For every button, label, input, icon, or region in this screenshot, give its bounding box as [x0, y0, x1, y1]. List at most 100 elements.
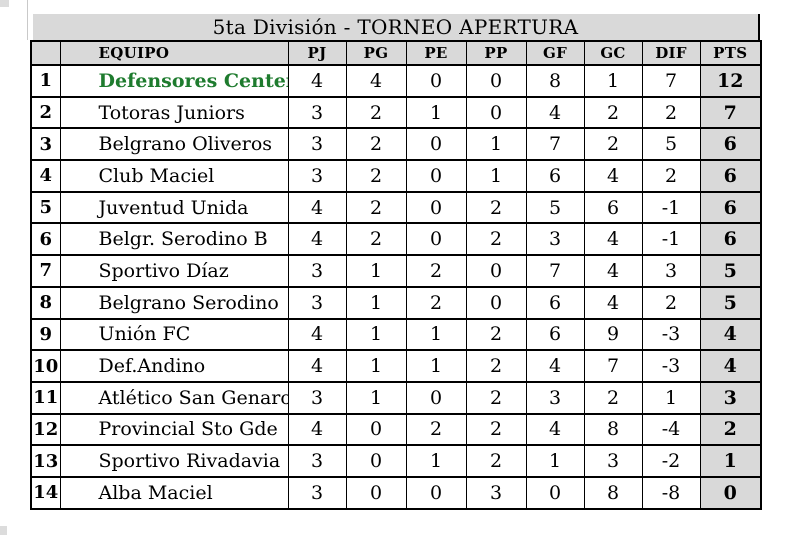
goal-diff-cell: 2 [641, 95, 701, 130]
team-name-cell: Alba Maciel [59, 475, 289, 510]
played-cell: 4 [287, 317, 347, 352]
lost-cell: 1 [465, 159, 527, 193]
points-cell: 7 [699, 95, 762, 130]
goal-diff-cell: -1 [641, 222, 701, 257]
goals-for-cell: 4 [525, 412, 585, 447]
goal-diff-cell: 3 [641, 254, 701, 288]
team-name-cell: Belgrano Serodino [59, 285, 289, 320]
header-gf: GF [525, 40, 585, 66]
points-cell: 6 [699, 127, 762, 162]
goals-against-cell: 3 [583, 444, 643, 478]
header-pg: PG [345, 40, 407, 66]
team-name-cell: Sportivo Rivadavia [59, 444, 289, 478]
team-name-cell: Provincial Sto Gde [59, 412, 289, 447]
header-pe: PE [405, 40, 467, 66]
drawn-cell: 0 [405, 64, 467, 98]
lost-cell: 2 [465, 349, 527, 383]
lost-cell: 2 [465, 190, 527, 225]
won-cell: 0 [345, 412, 407, 447]
rank-cell: 8 [30, 285, 61, 320]
goals-against-cell: 2 [583, 95, 643, 130]
table-row: 11 Atlético San Genaro 3 1 0 2 3 2 1 3 [30, 380, 762, 415]
lost-cell: 2 [465, 444, 527, 478]
goals-against-cell: 9 [583, 317, 643, 352]
won-cell: 1 [345, 380, 407, 415]
drawn-cell: 2 [405, 254, 467, 288]
played-cell: 4 [287, 190, 347, 225]
won-cell: 2 [345, 190, 407, 225]
goals-against-cell: 8 [583, 412, 643, 447]
table-row: 14 Alba Maciel 3 0 0 3 0 8 -8 0 [30, 475, 762, 510]
rank-cell: 13 [30, 444, 61, 478]
rank-cell: 12 [30, 412, 61, 447]
points-cell: 2 [699, 412, 762, 447]
goals-against-cell: 6 [583, 190, 643, 225]
goal-diff-cell: -1 [641, 190, 701, 225]
lost-cell: 2 [465, 412, 527, 447]
rank-cell: 10 [30, 349, 61, 383]
goal-diff-cell: 7 [641, 64, 701, 98]
goals-for-cell: 1 [525, 444, 585, 478]
drawn-cell: 0 [405, 222, 467, 257]
drawn-cell: 1 [405, 349, 467, 383]
won-cell: 1 [345, 285, 407, 320]
won-cell: 0 [345, 475, 407, 510]
lost-cell: 2 [465, 317, 527, 352]
table-row: 5 Juventud Unida 4 2 0 2 5 6 -1 6 [30, 190, 762, 225]
won-cell: 2 [345, 222, 407, 257]
drawn-cell: 0 [405, 475, 467, 510]
drawn-cell: 1 [405, 95, 467, 130]
goal-diff-cell: 2 [641, 285, 701, 320]
points-cell: 6 [699, 190, 762, 225]
played-cell: 4 [287, 349, 347, 383]
played-cell: 3 [287, 380, 347, 415]
won-cell: 4 [345, 64, 407, 98]
rank-cell: 14 [30, 475, 61, 510]
header-pp: PP [465, 40, 527, 66]
goals-against-cell: 8 [583, 475, 643, 510]
goals-against-cell: 4 [583, 285, 643, 320]
screenshot-artifact-top-left [0, 0, 9, 7]
goal-diff-cell: -3 [641, 349, 701, 383]
lost-cell: 0 [465, 285, 527, 320]
points-cell: 4 [699, 317, 762, 352]
points-cell: 6 [699, 159, 762, 193]
team-name-cell: Belgrano Oliveros [59, 127, 289, 162]
goals-against-cell: 2 [583, 127, 643, 162]
played-cell: 3 [287, 159, 347, 193]
played-cell: 3 [287, 95, 347, 130]
played-cell: 4 [287, 222, 347, 257]
goals-for-cell: 7 [525, 254, 585, 288]
won-cell: 1 [345, 254, 407, 288]
rank-cell: 7 [30, 254, 61, 288]
drawn-cell: 1 [405, 444, 467, 478]
lost-cell: 2 [465, 222, 527, 257]
rank-cell: 6 [30, 222, 61, 257]
team-name-cell: Belgr. Serodino B [59, 222, 289, 257]
table-row: 4 Club Maciel 3 2 0 1 6 4 2 6 [30, 159, 762, 193]
won-cell: 2 [345, 127, 407, 162]
points-cell: 6 [699, 222, 762, 257]
goals-against-cell: 7 [583, 349, 643, 383]
points-cell: 4 [699, 349, 762, 383]
goals-for-cell: 6 [525, 285, 585, 320]
rank-cell: 5 [30, 190, 61, 225]
goals-for-cell: 7 [525, 127, 585, 162]
won-cell: 2 [345, 95, 407, 130]
goal-diff-cell: -8 [641, 475, 701, 510]
goal-diff-cell: -2 [641, 444, 701, 478]
rank-cell: 9 [30, 317, 61, 352]
points-cell: 0 [699, 475, 762, 510]
header-pj: PJ [287, 40, 347, 66]
drawn-cell: 0 [405, 380, 467, 415]
won-cell: 2 [345, 159, 407, 193]
header-pts: PTS [699, 40, 762, 66]
standings-sheet: 5ta División - TORNEO APERTURA EQUIPO PJ… [30, 14, 762, 510]
points-cell: 5 [699, 254, 762, 288]
table-row: 8 Belgrano Serodino 3 1 2 0 6 4 2 5 [30, 285, 762, 320]
played-cell: 3 [287, 127, 347, 162]
drawn-cell: 0 [405, 159, 467, 193]
rank-cell: 4 [30, 159, 61, 193]
goals-for-cell: 8 [525, 64, 585, 98]
team-name-cell: Club Maciel [59, 159, 289, 193]
